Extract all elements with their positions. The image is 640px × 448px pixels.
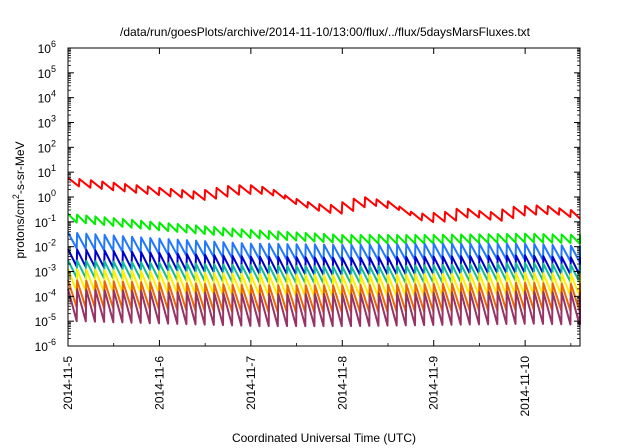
- series-layer: [67, 177, 581, 328]
- series-line-1: [67, 177, 581, 224]
- series-line-7: [67, 279, 581, 314]
- series-line-3: [67, 231, 581, 263]
- x-tick-label: 2014-11-9: [427, 356, 441, 410]
- series-line-4: [67, 248, 581, 277]
- y-axis-label-rest: -s-sr-MeV: [13, 141, 27, 194]
- x-tick-label: 2014-11-5: [61, 356, 75, 410]
- y-tick-label: 104: [38, 89, 56, 106]
- y-tick-label: 10-2: [35, 238, 56, 255]
- x-tick-label: 2014-11-7: [244, 356, 258, 410]
- y-tick-label: 103: [38, 114, 56, 131]
- svg-text:protons/cm2-s-sr-MeV: protons/cm2-s-sr-MeV: [11, 141, 27, 258]
- y-axis-label-main: protons/cm: [13, 199, 27, 258]
- x-tick-label: 2014-11-6: [152, 356, 166, 410]
- y-tick-label: 10-5: [35, 312, 56, 329]
- x-tick-label: 2014-11-8: [335, 356, 349, 410]
- y-tick-label: 100: [38, 188, 56, 205]
- series-line-6: [67, 268, 581, 299]
- plot-area-frame: [67, 47, 581, 347]
- x-tick-label: 2014-11-10: [518, 356, 532, 417]
- y-tick-label: 10-4: [35, 287, 56, 304]
- y-axis-label: protons/cm2-s-sr-MeV: [11, 141, 27, 258]
- y-axis-label-sup: 2: [11, 194, 21, 199]
- series-line-2: [67, 213, 581, 245]
- y-tick-label: 101: [38, 163, 56, 180]
- series-line-5: [67, 259, 581, 285]
- chart-title: /data/run/goesPlots/archive/2014-11-10/1…: [120, 25, 531, 39]
- y-tick-label: 106: [38, 39, 56, 56]
- y-tick-label: 10-6: [35, 337, 56, 354]
- y-tick-label: 102: [38, 138, 56, 155]
- series-line-8: [67, 288, 581, 328]
- x-axis-label: Coordinated Universal Time (UTC): [232, 431, 416, 445]
- x-ticks: 2014-11-5 2014-11-6 2014-11-7 2014-11-8 2014…: [61, 48, 572, 417]
- y-tick-label: 10-3: [35, 263, 56, 280]
- y-tick-label: 10-1: [35, 213, 56, 230]
- y-tick-label: 105: [38, 64, 56, 81]
